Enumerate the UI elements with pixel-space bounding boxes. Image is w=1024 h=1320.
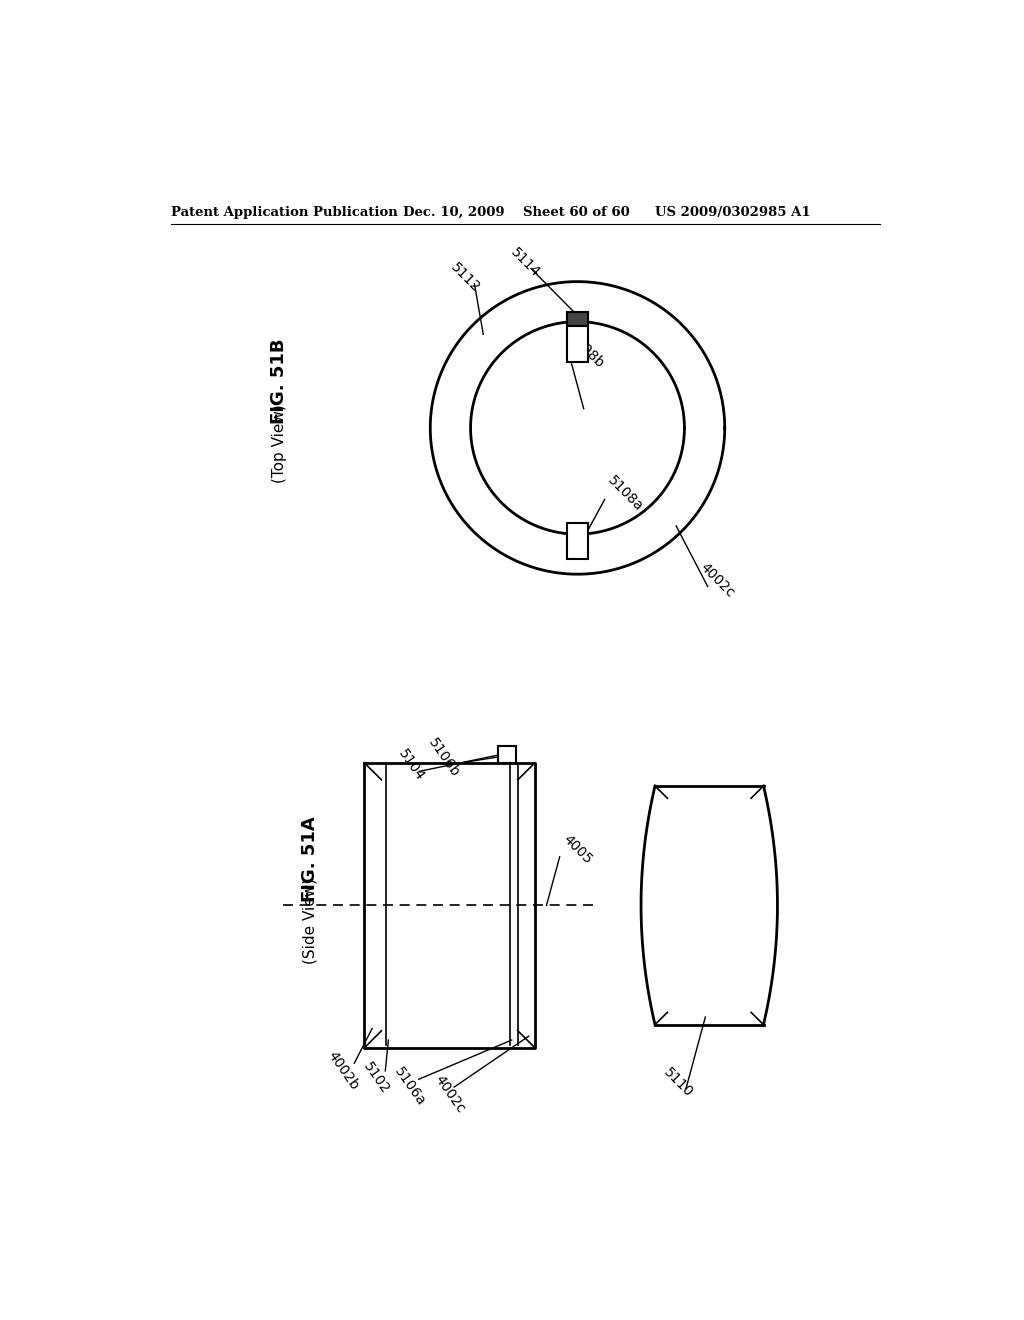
Text: 4002c: 4002c [697, 561, 737, 601]
Text: 4002b: 4002b [326, 1049, 361, 1093]
Text: 4002c: 4002c [432, 1072, 468, 1115]
Text: 5106a: 5106a [391, 1064, 428, 1109]
Text: 4005: 4005 [560, 833, 595, 867]
Bar [566, 523, 589, 558]
Text: FIG. 51A: FIG. 51A [301, 816, 319, 902]
Bar [498, 746, 516, 763]
Text: 5106b: 5106b [426, 735, 463, 780]
Text: FIG. 51B: FIG. 51B [270, 339, 288, 425]
Text: (Side View): (Side View) [303, 878, 317, 964]
Bar [566, 326, 589, 363]
Text: 5108b: 5108b [566, 330, 607, 371]
Bar [566, 313, 589, 326]
Text: US 2009/0302985 A1: US 2009/0302985 A1 [655, 206, 811, 219]
Text: (Top View): (Top View) [271, 404, 287, 483]
Text: Sheet 60 of 60: Sheet 60 of 60 [523, 206, 630, 219]
Text: 5112: 5112 [447, 260, 482, 296]
Text: 5114: 5114 [508, 246, 543, 280]
Text: Dec. 10, 2009: Dec. 10, 2009 [403, 206, 505, 219]
Text: 5108a: 5108a [604, 473, 645, 513]
Text: Patent Application Publication: Patent Application Publication [171, 206, 397, 219]
Text: 5102: 5102 [360, 1060, 392, 1097]
Text: 5110: 5110 [660, 1065, 695, 1100]
Text: 5104: 5104 [395, 747, 427, 784]
